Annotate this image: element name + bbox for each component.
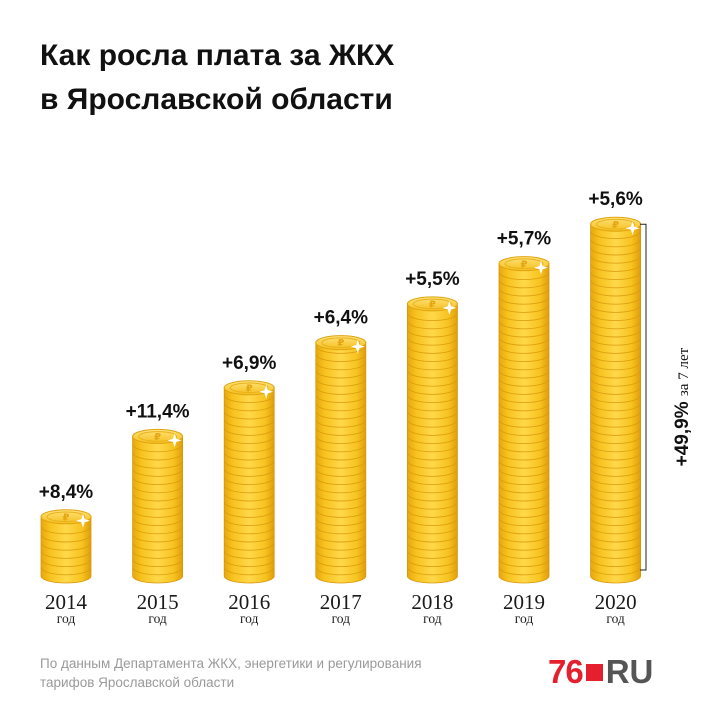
total-caption: за 7 лет xyxy=(676,347,692,396)
ruble-icon: ₽ xyxy=(612,220,619,231)
total-value: +49,9% xyxy=(672,396,693,466)
coin-stack-bar-2015: ₽ xyxy=(132,428,184,584)
year-label-2018: 2018 xyxy=(411,590,453,614)
value-label-2018: +5,5% xyxy=(405,269,460,290)
year-label-2014: 2014 xyxy=(45,590,88,614)
year-sublabel-2018: год xyxy=(423,611,442,626)
year-sublabel-2015: год xyxy=(148,611,167,626)
value-label-2017: +6,4% xyxy=(314,308,369,329)
chart-title-line-2: в Ярославской области xyxy=(40,83,393,116)
source-note: По данным Департамента ЖКХ, энергетики и… xyxy=(40,654,520,692)
sparkle-icon xyxy=(534,260,548,275)
logo-domain: RU xyxy=(605,653,654,690)
value-label-2020: +5,6% xyxy=(588,189,643,210)
sparkle-icon xyxy=(76,513,90,528)
sparkle-icon xyxy=(350,339,365,354)
ruble-icon: ₽ xyxy=(429,299,436,310)
value-label-2016: +6,9% xyxy=(222,353,277,374)
year-label-2015: 2015 xyxy=(137,590,179,614)
sparkle-icon xyxy=(259,384,274,399)
year-sublabel-2019: год xyxy=(515,611,534,626)
coin-stack-bar-2018: ₽ xyxy=(406,296,458,584)
value-label-2014: +8,4% xyxy=(39,482,94,503)
year-sublabel-2020: год xyxy=(606,611,625,626)
coin-stack-bar-2016: ₽ xyxy=(223,380,275,584)
total-annotation: +49,9% за 7 лет xyxy=(640,223,693,571)
coin-stack-bar-2017: ₽ xyxy=(315,335,367,584)
year-label-2017: 2017 xyxy=(320,590,362,614)
sparkle-icon xyxy=(625,221,640,236)
total-bracket xyxy=(640,223,647,571)
year-label-2020: 2020 xyxy=(595,590,637,614)
logo-square-icon xyxy=(585,663,603,681)
bars-layer: ₽+8,4%2014год₽+11,4%2015год₽+6,9%2016год… xyxy=(39,189,643,626)
sparkle-icon xyxy=(442,300,457,315)
source-line-2: тарифов Ярославской области xyxy=(40,675,235,690)
brand-logo: 76 RU xyxy=(548,653,654,690)
ruble-icon: ₽ xyxy=(521,259,528,270)
value-label-2019: +5,7% xyxy=(497,229,552,250)
total-label: +49,9% за 7 лет xyxy=(672,347,693,466)
year-label-2016: 2016 xyxy=(228,590,270,614)
sparkle-icon xyxy=(167,433,182,448)
chart-title: Как росла плата за ЖКХ в Ярославской обл… xyxy=(40,34,640,122)
source-line-1: По данным Департамента ЖКХ, энергетики и… xyxy=(40,656,422,671)
coin-stack-bar-2020: ₽ xyxy=(590,216,642,584)
year-label-2019: 2019 xyxy=(503,590,545,614)
ruble-icon: ₽ xyxy=(337,338,344,349)
year-sublabel-2017: год xyxy=(332,611,351,626)
logo-number: 76 xyxy=(548,653,584,690)
year-sublabel-2014: год xyxy=(57,611,76,626)
chart-title-line-1: Как росла плата за ЖКХ xyxy=(40,39,395,72)
value-label-2015: +11,4% xyxy=(126,401,190,422)
coin-stack-bar-2014: ₽ xyxy=(40,509,92,584)
year-sublabel-2016: год xyxy=(240,611,259,626)
ruble-icon: ₽ xyxy=(154,432,161,443)
coin-stack-bar-2019: ₽ xyxy=(498,256,550,584)
ruble-icon: ₽ xyxy=(246,383,253,394)
ruble-icon: ₽ xyxy=(63,512,70,523)
